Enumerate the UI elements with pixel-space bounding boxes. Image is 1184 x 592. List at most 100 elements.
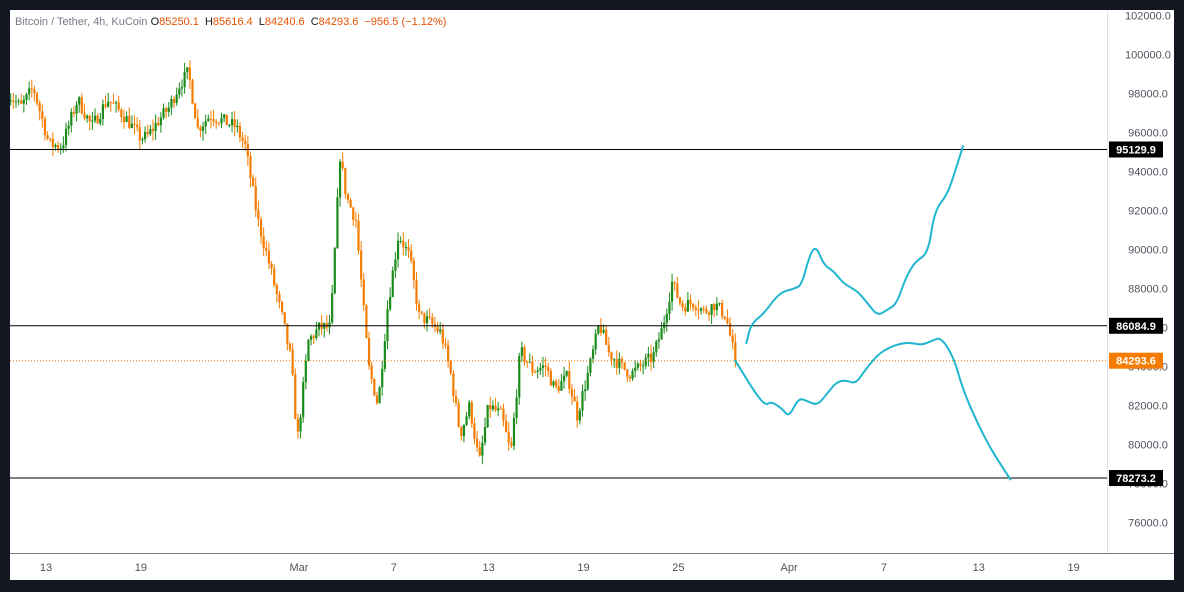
- candle-body: [692, 304, 695, 308]
- candle-body: [581, 391, 584, 411]
- candle-body: [473, 423, 476, 439]
- candle-body: [349, 199, 352, 208]
- candle-body: [573, 396, 576, 402]
- candle-body: [655, 341, 658, 353]
- candle-body: [515, 397, 518, 418]
- candle-body: [341, 161, 344, 168]
- candle-body: [278, 294, 281, 302]
- candle-body: [528, 361, 531, 363]
- candle-body: [636, 363, 639, 368]
- candle-body: [346, 194, 350, 200]
- candle-body: [412, 260, 415, 281]
- candle-body: [589, 358, 592, 373]
- candle-body: [504, 420, 508, 433]
- candle-body: [549, 370, 552, 386]
- candle-body: [46, 135, 49, 139]
- candle-body: [191, 80, 194, 104]
- candle-body: [86, 115, 89, 119]
- x-tick-label: 13: [973, 562, 985, 574]
- candle-body: [12, 100, 15, 102]
- candle-body: [188, 67, 191, 81]
- axes-layer: 76000.078000.080000.082000.084000.086000…: [10, 10, 1174, 574]
- candle-body: [694, 307, 697, 310]
- open-key: O: [150, 16, 160, 28]
- candle-body: [133, 123, 136, 125]
- candle-body: [143, 131, 147, 140]
- candle-body: [101, 104, 105, 119]
- candle-body: [520, 347, 523, 356]
- candle-body: [75, 104, 78, 114]
- candle-body: [122, 117, 126, 122]
- symbol-label: Bitcoin / Tether, 4h, KuCoin: [15, 16, 148, 28]
- candle-body: [678, 297, 682, 304]
- candle-body: [141, 139, 144, 141]
- candle-body: [526, 361, 529, 363]
- candle-body: [267, 250, 271, 264]
- candle-body: [362, 279, 365, 306]
- candle-body: [344, 167, 347, 195]
- candle-body: [117, 102, 120, 110]
- candle-body: [420, 311, 423, 313]
- candle-body: [128, 116, 131, 128]
- candle-body: [560, 381, 563, 391]
- candle-body: [702, 308, 705, 310]
- candle-body: [257, 210, 260, 220]
- candle-body: [112, 102, 115, 104]
- candle-body: [734, 342, 737, 361]
- candle-body: [230, 119, 234, 125]
- candle-body: [360, 250, 363, 280]
- candle-body: [383, 341, 386, 369]
- candle-body: [389, 296, 392, 310]
- candle-body: [57, 145, 60, 149]
- last-price-label: 84293.6: [1116, 356, 1156, 368]
- candle-body: [138, 127, 141, 141]
- candle-body: [302, 382, 305, 418]
- candle-body: [54, 145, 57, 147]
- low-key: L: [258, 16, 265, 28]
- candle-body: [676, 283, 679, 298]
- y-tick-label: 94000.0: [1128, 167, 1168, 179]
- candle-body: [199, 127, 202, 131]
- price-chart[interactable]: 76000.078000.080000.082000.084000.086000…: [10, 10, 1174, 580]
- candle-body: [130, 123, 134, 128]
- y-tick-label: 80000.0: [1128, 439, 1168, 451]
- candle-body: [186, 67, 189, 72]
- candle-body: [338, 161, 342, 198]
- candle-body: [684, 307, 687, 312]
- candle-body: [288, 343, 292, 350]
- candle-body: [175, 94, 178, 103]
- candle-body: [652, 352, 655, 362]
- candle-body: [613, 359, 616, 361]
- candle-body: [436, 326, 439, 332]
- candle-body: [726, 318, 729, 324]
- candle-body: [460, 426, 463, 437]
- symbol-legend: Bitcoin / Tether, 4h, KuCoin O85250.1 H8…: [15, 16, 446, 28]
- candle-body: [28, 88, 31, 95]
- levels-layer: [10, 148, 1107, 479]
- candle-body: [660, 328, 663, 340]
- candle-body: [381, 368, 384, 388]
- candle-body: [238, 125, 242, 138]
- candle-body: [151, 128, 155, 131]
- candle-body: [481, 442, 484, 456]
- projection-path: [734, 337, 1012, 481]
- candle-body: [165, 108, 168, 112]
- candle-body: [35, 93, 39, 104]
- candle-body: [568, 371, 571, 389]
- candle-body: [626, 369, 629, 377]
- candle-body: [246, 143, 249, 157]
- candle-body: [114, 102, 118, 104]
- candle-body: [241, 137, 244, 141]
- candle-body: [599, 326, 603, 333]
- candle-body: [584, 389, 587, 392]
- candle-body: [565, 371, 568, 376]
- high-value: 85616.4: [212, 16, 253, 28]
- candle-body: [64, 128, 68, 146]
- candle-body: [431, 317, 434, 325]
- candle-body: [149, 128, 152, 135]
- candle-body: [80, 97, 83, 114]
- candle-body: [373, 378, 376, 396]
- candle-body: [631, 370, 634, 379]
- candle-body: [489, 405, 492, 410]
- candle-body: [367, 337, 371, 366]
